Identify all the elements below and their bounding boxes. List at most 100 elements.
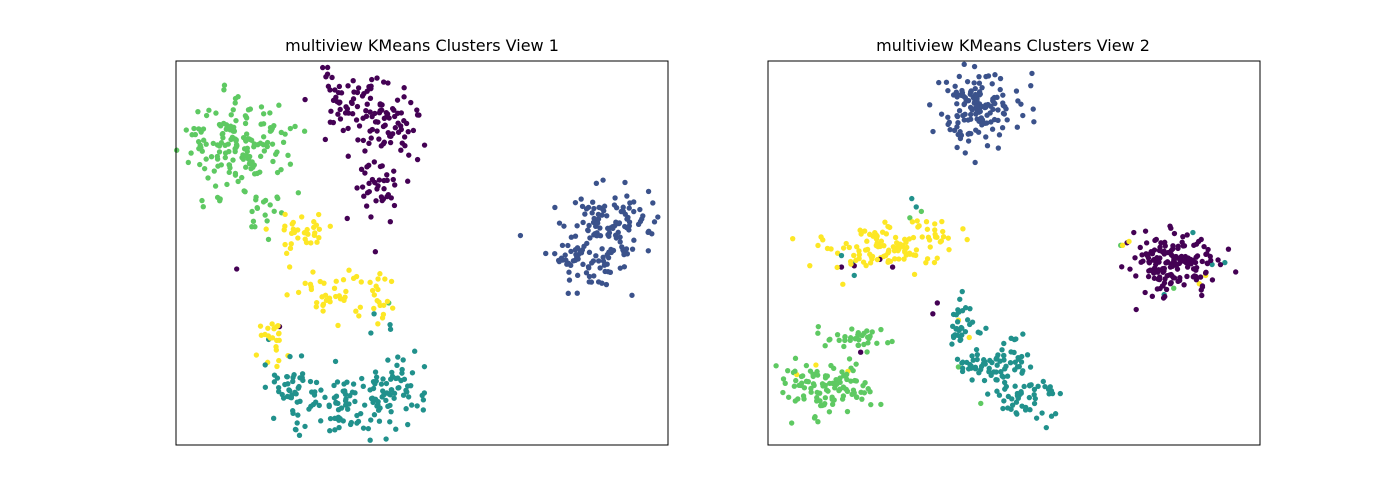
scatter-point-cluster-0: [385, 80, 391, 86]
scatter-point-cluster-0: [1199, 284, 1206, 290]
scatter-point-cluster-0: [377, 101, 383, 107]
scatter-point-cluster-1: [991, 94, 997, 101]
scatter-point-cluster-3: [852, 336, 858, 342]
scatter-point-cluster-3: [260, 121, 267, 127]
scatter-point-cluster-3: [810, 381, 817, 387]
scatter-point-cluster-2: [999, 347, 1005, 353]
scatter-point-cluster-3: [275, 195, 281, 202]
scatter-point-cluster-4: [858, 231, 864, 237]
scatter-point-cluster-3: [267, 202, 273, 208]
scatter-point-cluster-3: [854, 394, 860, 400]
scatter-point-cluster-1: [602, 268, 608, 275]
scatter-point-cluster-4: [906, 236, 912, 242]
scatter-point-cluster-4: [302, 236, 308, 242]
scatter-point-cluster-2: [391, 390, 398, 397]
scatter-point-cluster-2: [1001, 379, 1008, 386]
scatter-point-cluster-1: [606, 233, 612, 239]
scatter-point-cluster-3: [261, 148, 268, 154]
scatter-point-cluster-0: [380, 123, 387, 130]
scatter-point-cluster-3: [791, 383, 797, 389]
scatter-point-cluster-3: [183, 127, 189, 133]
scatter-point-cluster-3: [214, 156, 221, 162]
scatter-point-cluster-0: [353, 117, 360, 123]
scatter-point-cluster-1: [979, 122, 985, 128]
scatter-point-cluster-2: [985, 391, 991, 397]
scatter-point-cluster-3: [918, 208, 925, 215]
scatter-point-cluster-0: [1215, 257, 1221, 263]
scatter-point-cluster-0: [1188, 261, 1194, 267]
scatter-point-cluster-0: [372, 110, 378, 117]
scatter-point-cluster-2: [375, 407, 382, 413]
scatter-point-cluster-1: [959, 87, 965, 94]
scatter-point-cluster-0: [1225, 246, 1232, 252]
scatter-point-cluster-3: [855, 331, 861, 338]
scatter-point-cluster-0: [1170, 243, 1176, 249]
scatter-point-cluster-2: [421, 363, 428, 370]
scatter-point-cluster-0: [1156, 247, 1163, 254]
scatter-point-cluster-1: [967, 104, 974, 111]
scatter-point-cluster-4: [282, 241, 288, 248]
scatter-point-cluster-1: [974, 98, 980, 104]
scatter-point-cluster-3: [782, 380, 788, 386]
scatter-point-cluster-3: [221, 87, 227, 93]
scatter-point-cluster-2: [342, 398, 349, 404]
axes-frame: [175, 60, 669, 446]
scatter-point-cluster-0: [387, 133, 393, 139]
scatter-point-cluster-3: [829, 401, 836, 408]
scatter-point-cluster-2: [399, 366, 405, 373]
scatter-point-cluster-2: [387, 392, 393, 398]
scatter-point-cluster-1: [989, 126, 996, 132]
scatter-point-cluster-4: [937, 239, 944, 245]
scatter-point-cluster-1: [645, 229, 651, 235]
scatter-point-cluster-3: [219, 131, 225, 137]
scatter-point-cluster-0: [329, 74, 335, 81]
scatter-point-cluster-3: [274, 149, 280, 155]
scatter-point-cluster-2: [395, 385, 401, 391]
scatter-point-cluster-2: [977, 330, 983, 336]
scatter-point-cluster-0: [1205, 246, 1211, 253]
scatter-point-cluster-4: [856, 255, 862, 262]
scatter-point-cluster-3: [257, 153, 264, 160]
scatter-point-cluster-0: [401, 85, 407, 91]
scatter-point-cluster-1: [956, 73, 962, 80]
scatter-point-cluster-2: [1043, 424, 1049, 431]
scatter-point-cluster-3: [199, 197, 205, 204]
scatter-point-cluster-3: [213, 110, 219, 116]
scatter-point-cluster-2: [1012, 383, 1018, 389]
scatter-point-cluster-4: [813, 362, 819, 368]
scatter-point-cluster-0: [1149, 293, 1156, 299]
scatter-point-cluster-0: [358, 166, 365, 173]
scatter-point-cluster-3: [208, 154, 215, 160]
scatter-point-cluster-0: [1127, 266, 1133, 272]
scatter-point-cluster-3: [865, 340, 871, 346]
scatter-point-cluster-2: [383, 380, 390, 387]
scatter-point-cluster-2: [913, 204, 919, 210]
scatter-point-cluster-2: [400, 392, 407, 398]
scatter-point-cluster-4: [882, 219, 888, 225]
scatter-point-cluster-4: [381, 302, 387, 308]
scatter-point-cluster-2: [1009, 402, 1016, 408]
scatter-point-cluster-0: [1145, 252, 1151, 258]
scatter-point-cluster-2: [993, 376, 999, 383]
scatter-point-cluster-1: [946, 119, 952, 126]
scatter-point-cluster-0: [421, 142, 428, 148]
scatter-point-cluster-3: [295, 190, 302, 196]
scatter-point-cluster-0: [381, 186, 387, 192]
scatter-point-cluster-1: [593, 180, 600, 186]
scatter-point-cluster-2: [1007, 360, 1014, 366]
scatter-point-cluster-1: [957, 129, 963, 135]
scatter-point-cluster-2: [295, 412, 301, 418]
scatter-point-cluster-2: [299, 371, 306, 377]
scatter-point-cluster-2: [401, 376, 408, 382]
scatter-point-cluster-2: [335, 407, 342, 413]
scatter-point-cluster-2: [369, 395, 376, 401]
scatter-point-cluster-4: [869, 253, 876, 260]
scatter-point-cluster-3: [815, 323, 821, 330]
scatter-point-cluster-3: [262, 197, 269, 204]
scatter-point-cluster-0: [336, 83, 343, 90]
scatter-point-cluster-0: [363, 203, 370, 209]
scatter-point-cluster-0: [361, 193, 367, 199]
scatter-point-cluster-2: [296, 432, 303, 438]
scatter-point-cluster-4: [380, 311, 387, 318]
scatter-point-cluster-4: [288, 241, 294, 247]
